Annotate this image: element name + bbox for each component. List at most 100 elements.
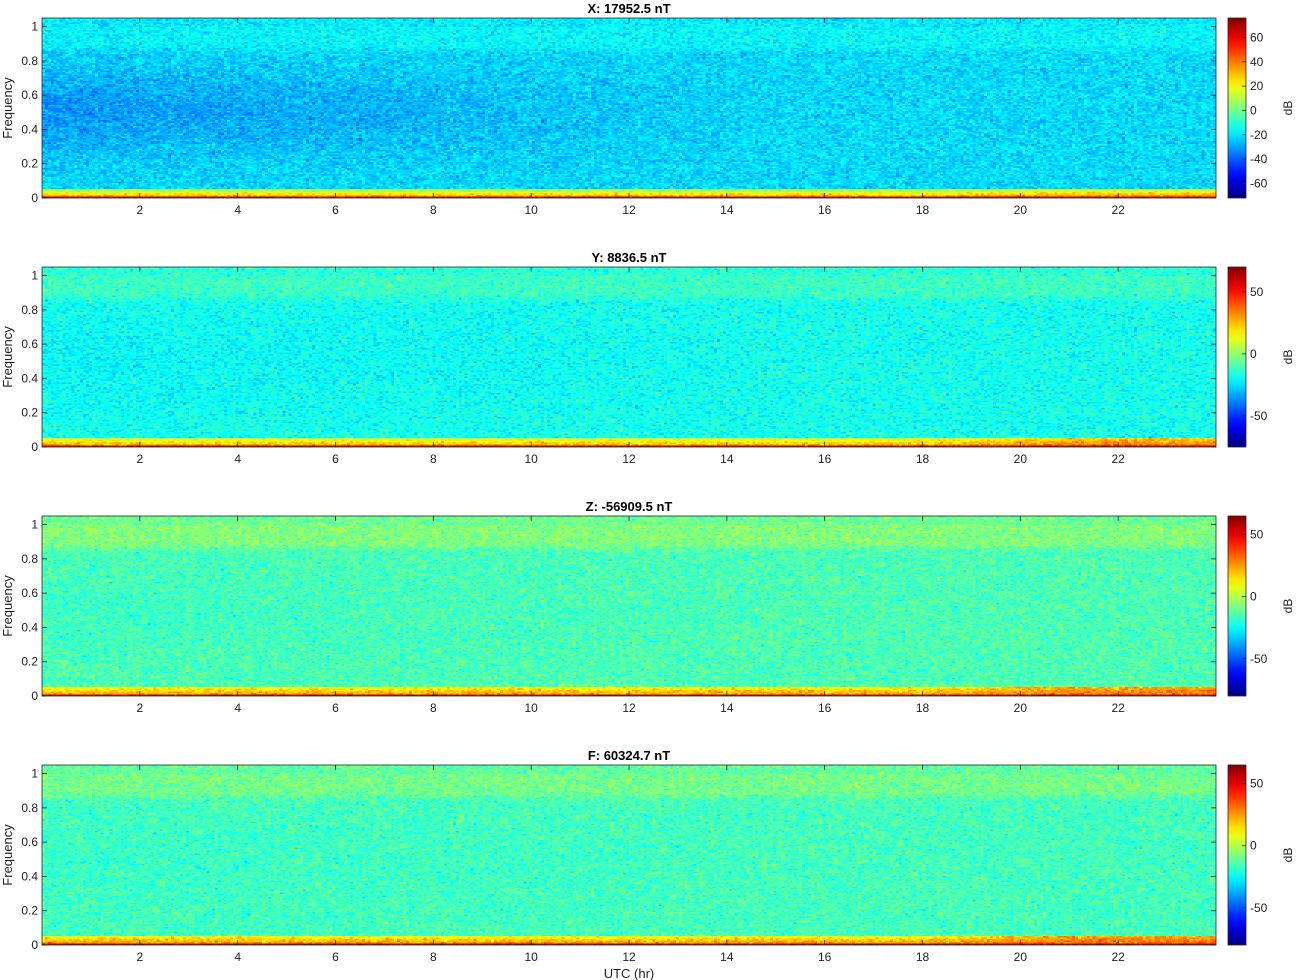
x-tick-label: 22 [1111, 203, 1125, 217]
colorbar: -60 -40 -20 0 20 40 60 dB [1227, 17, 1295, 199]
x-tick-label: 10 [524, 950, 538, 964]
panel-2: Z: -56909.5 nT2 4 6 8 10 12 14 16 18 20 2200.20.40… [0, 499, 1295, 715]
colorbar-gradient [1227, 764, 1247, 946]
x-tick-label: 18 [916, 701, 930, 715]
x-tick-label: 14 [720, 203, 734, 217]
colorbar-tick-label: -60 [1250, 176, 1268, 190]
x-tick-label: 2 [136, 203, 143, 217]
colorbar-gradient [1227, 17, 1247, 199]
x-tick-label: 16 [818, 950, 832, 964]
x-tick-label: 12 [622, 701, 636, 715]
x-tick-label: 6 [332, 203, 339, 217]
x-tick-label: 10 [524, 452, 538, 466]
panel-3: F: 60324.7 nT2 4 6 8 10 12 14 16 18 20 2200.20.40.… [0, 748, 1295, 980]
y-axis-label: Frequency [0, 824, 15, 886]
x-tick-label: 8 [430, 203, 437, 217]
y-tick-label: 0.8 [21, 801, 38, 815]
x-tick-label: 16 [818, 452, 832, 466]
y-tick-label: 0.2 [21, 655, 38, 669]
y-tick-label: 0.2 [21, 904, 38, 918]
colorbar-tick-label: 50 [1250, 528, 1264, 542]
x-tick-label: 2 [136, 950, 143, 964]
y-tick-label: 0.6 [21, 835, 38, 849]
colorbar-label: dB [1281, 350, 1295, 365]
x-tick-label: 22 [1111, 452, 1125, 466]
y-axis-label: Frequency [0, 77, 15, 139]
colorbar-tick-label: 0 [1250, 103, 1257, 117]
y-tick-label: 0.6 [21, 586, 38, 600]
colorbar-tick-label: -40 [1250, 152, 1268, 166]
y-tick-label: 0 [31, 938, 38, 952]
colorbar-gradient [1227, 515, 1247, 697]
colorbar-tick-label: 50 [1250, 777, 1264, 791]
y-tick-label: 0.8 [21, 303, 38, 317]
colorbar-tick-label: 0 [1250, 590, 1257, 604]
colorbar-tick-label: 0 [1250, 347, 1257, 361]
y-tick-label: 0 [31, 689, 38, 703]
x-tick-label: 20 [1014, 950, 1028, 964]
x-tick-label: 20 [1014, 701, 1028, 715]
x-tick-label: 2 [136, 452, 143, 466]
panel-title: Y: 8836.5 nT [592, 250, 667, 265]
x-tick-label: 12 [622, 203, 636, 217]
x-tick-label: 4 [234, 701, 241, 715]
colorbar-gradient [1227, 266, 1247, 448]
x-tick-label: 18 [916, 203, 930, 217]
x-tick-label: 6 [332, 701, 339, 715]
spectrogram-image [42, 516, 1216, 696]
x-tick-label: 22 [1111, 950, 1125, 964]
y-tick-label: 1 [31, 20, 38, 34]
y-tick-label: 0.4 [21, 620, 38, 634]
spectrogram-image [42, 267, 1216, 447]
y-tick-label: 1 [31, 518, 38, 532]
x-tick-label: 20 [1014, 203, 1028, 217]
x-tick-label: 2 [136, 701, 143, 715]
colorbar-label: dB [1281, 848, 1295, 863]
colorbar-tick-label: 60 [1250, 30, 1264, 44]
x-tick-label: 14 [720, 701, 734, 715]
colorbar-label: dB [1281, 101, 1295, 116]
y-tick-label: 0 [31, 191, 38, 205]
panel-title: Z: -56909.5 nT [586, 499, 673, 514]
x-tick-label: 16 [818, 203, 832, 217]
y-tick-label: 0.4 [21, 371, 38, 385]
colorbar-tick-label: 20 [1250, 79, 1264, 93]
x-tick-label: 16 [818, 701, 832, 715]
x-tick-label: 4 [234, 452, 241, 466]
x-tick-label: 12 [622, 950, 636, 964]
colorbar-tick-label: 0 [1250, 839, 1257, 853]
y-tick-label: 0.4 [21, 122, 38, 136]
colorbar: -50 0 50 dB [1227, 515, 1295, 697]
panel-1: Y: 8836.5 nT2 4 6 8 10 12 14 16 18 20 2200.20.40.6… [0, 250, 1295, 466]
x-tick-label: 8 [430, 701, 437, 715]
x-tick-label: 8 [430, 950, 437, 964]
x-tick-label: 4 [234, 203, 241, 217]
colorbar-tick-label: 50 [1250, 285, 1264, 299]
y-axis-label: Frequency [0, 326, 15, 388]
y-tick-label: 0.6 [21, 88, 38, 102]
y-tick-label: 0.6 [21, 337, 38, 351]
panel-0: X: 17952.5 nT2 4 6 8 10 12 14 16 18 20 2200.20.40.… [0, 1, 1295, 217]
colorbar-tick-label: 40 [1250, 55, 1264, 69]
x-tick-label: 14 [720, 452, 734, 466]
colorbar: -50 0 50 dB [1227, 764, 1295, 946]
panel-title: X: 17952.5 nT [587, 1, 670, 16]
y-tick-label: 1 [31, 767, 38, 781]
x-tick-label: 18 [916, 950, 930, 964]
y-tick-label: 1 [31, 269, 38, 283]
y-tick-label: 0.8 [21, 54, 38, 68]
x-tick-label: 6 [332, 452, 339, 466]
x-tick-label: 12 [622, 452, 636, 466]
x-tick-label: 20 [1014, 452, 1028, 466]
y-tick-label: 0.2 [21, 157, 38, 171]
colorbar-label: dB [1281, 599, 1295, 614]
colorbar-tick-label: -50 [1250, 652, 1268, 666]
x-tick-label: 6 [332, 950, 339, 964]
y-tick-label: 0.2 [21, 406, 38, 420]
colorbar: -50 0 50 dB [1227, 266, 1295, 448]
x-tick-label: 8 [430, 452, 437, 466]
y-tick-label: 0 [31, 440, 38, 454]
y-tick-label: 0.4 [21, 869, 38, 883]
colorbar-tick-label: -50 [1250, 409, 1268, 423]
